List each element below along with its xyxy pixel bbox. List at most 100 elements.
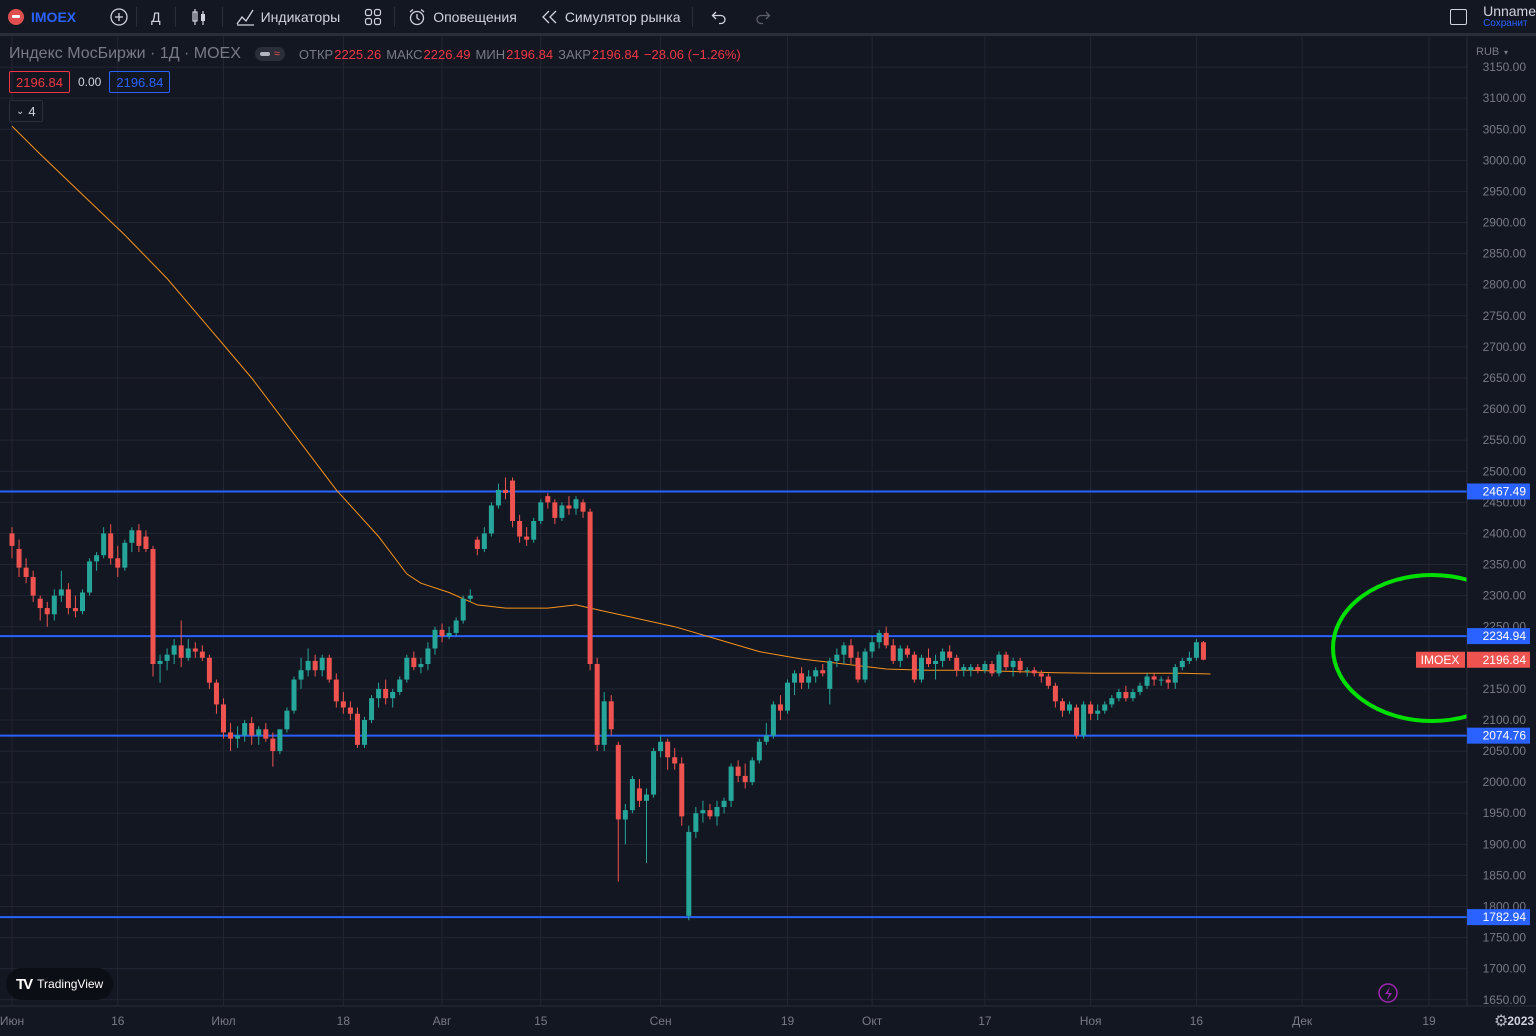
candle[interactable]	[834, 648, 840, 668]
candle[interactable]	[693, 807, 699, 839]
candle[interactable]	[918, 654, 924, 683]
candle[interactable]	[1045, 673, 1051, 689]
candle[interactable]	[263, 723, 269, 742]
candle[interactable]	[199, 645, 205, 661]
candle[interactable]	[1095, 704, 1101, 720]
candle[interactable]	[291, 676, 297, 714]
candle[interactable]	[911, 651, 917, 683]
candle[interactable]	[510, 477, 516, 528]
candle[interactable]	[1088, 701, 1094, 720]
candle[interactable]	[242, 719, 248, 742]
candle[interactable]	[580, 499, 586, 518]
candle[interactable]	[601, 691, 607, 752]
candle[interactable]	[926, 648, 931, 668]
candle[interactable]	[1074, 704, 1080, 739]
candle[interactable]	[1130, 688, 1136, 702]
candle[interactable]	[362, 716, 367, 748]
candle[interactable]	[80, 589, 85, 615]
candle[interactable]	[545, 493, 551, 509]
candle[interactable]	[658, 735, 664, 758]
candle[interactable]	[1137, 682, 1143, 696]
candle[interactable]	[883, 626, 889, 649]
candle[interactable]	[954, 654, 960, 677]
candle[interactable]	[16, 539, 22, 577]
candle[interactable]	[651, 747, 657, 798]
candle[interactable]	[756, 738, 762, 764]
candle[interactable]	[143, 530, 149, 553]
candle[interactable]	[164, 648, 170, 671]
candle[interactable]	[411, 651, 417, 671]
candle[interactable]	[644, 788, 649, 863]
candle[interactable]	[700, 800, 706, 823]
candle[interactable]	[192, 642, 198, 658]
candle[interactable]	[799, 667, 805, 689]
candle[interactable]	[44, 601, 50, 627]
candle[interactable]	[763, 723, 769, 745]
candle[interactable]	[460, 595, 466, 624]
candle[interactable]	[672, 747, 678, 770]
candle[interactable]	[665, 738, 671, 770]
candle[interactable]	[1123, 685, 1129, 702]
candle[interactable]	[566, 496, 572, 515]
candle[interactable]	[608, 695, 614, 736]
compare-button[interactable]	[84, 0, 136, 33]
candle[interactable]	[622, 803, 628, 845]
candle[interactable]	[933, 654, 939, 680]
candle[interactable]	[397, 676, 403, 696]
candle[interactable]	[770, 701, 776, 739]
candle[interactable]	[1017, 657, 1023, 674]
candle[interactable]	[312, 654, 318, 677]
candle[interactable]	[249, 716, 255, 745]
candle[interactable]	[749, 757, 755, 786]
fullscreen-icon[interactable]	[1450, 8, 1468, 25]
candle[interactable]	[453, 617, 459, 637]
candle[interactable]	[256, 726, 262, 745]
candle[interactable]	[940, 648, 946, 668]
candle[interactable]	[876, 629, 882, 649]
time-scale[interactable]	[0, 1006, 1536, 1036]
candle[interactable]	[806, 670, 812, 689]
candle[interactable]	[1179, 657, 1185, 671]
candle[interactable]	[136, 524, 142, 553]
candle[interactable]	[439, 623, 445, 643]
candle[interactable]	[714, 800, 720, 826]
candle[interactable]	[383, 679, 389, 705]
candle[interactable]	[1024, 667, 1030, 677]
candle[interactable]	[1059, 698, 1065, 717]
price-scale[interactable]	[1467, 36, 1536, 1036]
candle[interactable]	[862, 648, 868, 683]
tradingview-logo[interactable]: TV TradingView	[6, 968, 114, 1000]
interval-button[interactable]: Д	[151, 8, 161, 25]
candle[interactable]	[65, 583, 71, 615]
indicators-collapse-button[interactable]: ⌄ 4	[9, 100, 43, 122]
candle[interactable]	[1031, 667, 1037, 677]
symbol-description[interactable]: Индекс МосБиржи · 1Д · MOEX	[9, 45, 241, 62]
candle[interactable]	[1193, 639, 1199, 661]
candle[interactable]	[425, 642, 431, 671]
candle[interactable]	[855, 651, 861, 683]
candle[interactable]	[1116, 688, 1122, 702]
candle[interactable]	[298, 657, 304, 689]
candle[interactable]	[1109, 695, 1115, 708]
candle[interactable]	[390, 688, 396, 708]
candle[interactable]	[235, 726, 241, 748]
candle[interactable]	[1144, 673, 1150, 689]
candle[interactable]	[58, 570, 64, 602]
candle[interactable]	[30, 570, 36, 602]
candle[interactable]	[707, 803, 713, 820]
account-area[interactable]: Unname Сохранит	[1446, 0, 1536, 33]
candle[interactable]	[354, 707, 360, 748]
currency-label[interactable]: RUB	[1476, 46, 1499, 58]
candle[interactable]	[629, 775, 635, 814]
candle[interactable]	[792, 670, 798, 696]
price-chart[interactable]: RUB ▾ 3150.00 3100.00 3050.00 3000.00 2950.0…	[0, 36, 1536, 1036]
candle[interactable]	[813, 667, 819, 683]
candle[interactable]	[1151, 673, 1157, 686]
candle[interactable]	[968, 664, 974, 677]
candle[interactable]	[742, 763, 748, 789]
candle[interactable]	[890, 639, 896, 665]
candle[interactable]	[495, 483, 501, 509]
candle[interactable]	[37, 595, 43, 621]
candle[interactable]	[72, 595, 78, 618]
candle[interactable]	[989, 660, 995, 677]
